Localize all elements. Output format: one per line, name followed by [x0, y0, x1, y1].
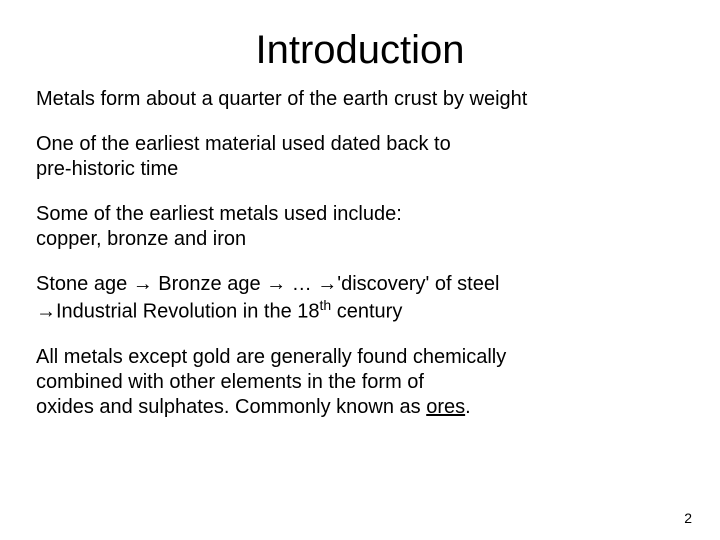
paragraph-4-line-2-prefix: →Industrial Revolution in the 18	[36, 301, 320, 323]
paragraph-5-line-1: All metals except gold are generally fou…	[36, 346, 506, 368]
paragraph-5-line-2: combined with other elements in the form…	[36, 371, 424, 393]
paragraph-1: Metals form about a quarter of the earth…	[36, 87, 684, 112]
page-number: 2	[684, 510, 692, 526]
paragraph-5-line-3-suffix: .	[465, 396, 471, 418]
paragraph-4: Stone age → Bronze age → … →'discovery' …	[36, 272, 684, 325]
paragraph-2: One of the earliest material used dated …	[36, 132, 684, 182]
paragraph-3-line-1: Some of the earliest metals used include…	[36, 203, 402, 225]
paragraph-5-underlined: ores	[426, 396, 465, 418]
paragraph-4-line-2-suffix: century	[331, 301, 402, 323]
paragraph-3: Some of the earliest metals used include…	[36, 202, 684, 252]
paragraph-5-line-3-prefix: oxides and sulphates. Commonly known as	[36, 396, 426, 418]
slide: Introduction Metals form about a quarter…	[0, 0, 720, 540]
paragraph-5: All metals except gold are generally fou…	[36, 345, 684, 420]
slide-title: Introduction	[36, 28, 684, 73]
paragraph-4-line-1: Stone age → Bronze age → … →'discovery' …	[36, 273, 499, 295]
paragraph-2-line-2: pre-historic time	[36, 158, 178, 180]
paragraph-2-line-1: One of the earliest material used dated …	[36, 133, 451, 155]
paragraph-3-line-2: copper, bronze and iron	[36, 228, 246, 250]
paragraph-4-superscript: th	[320, 297, 332, 313]
